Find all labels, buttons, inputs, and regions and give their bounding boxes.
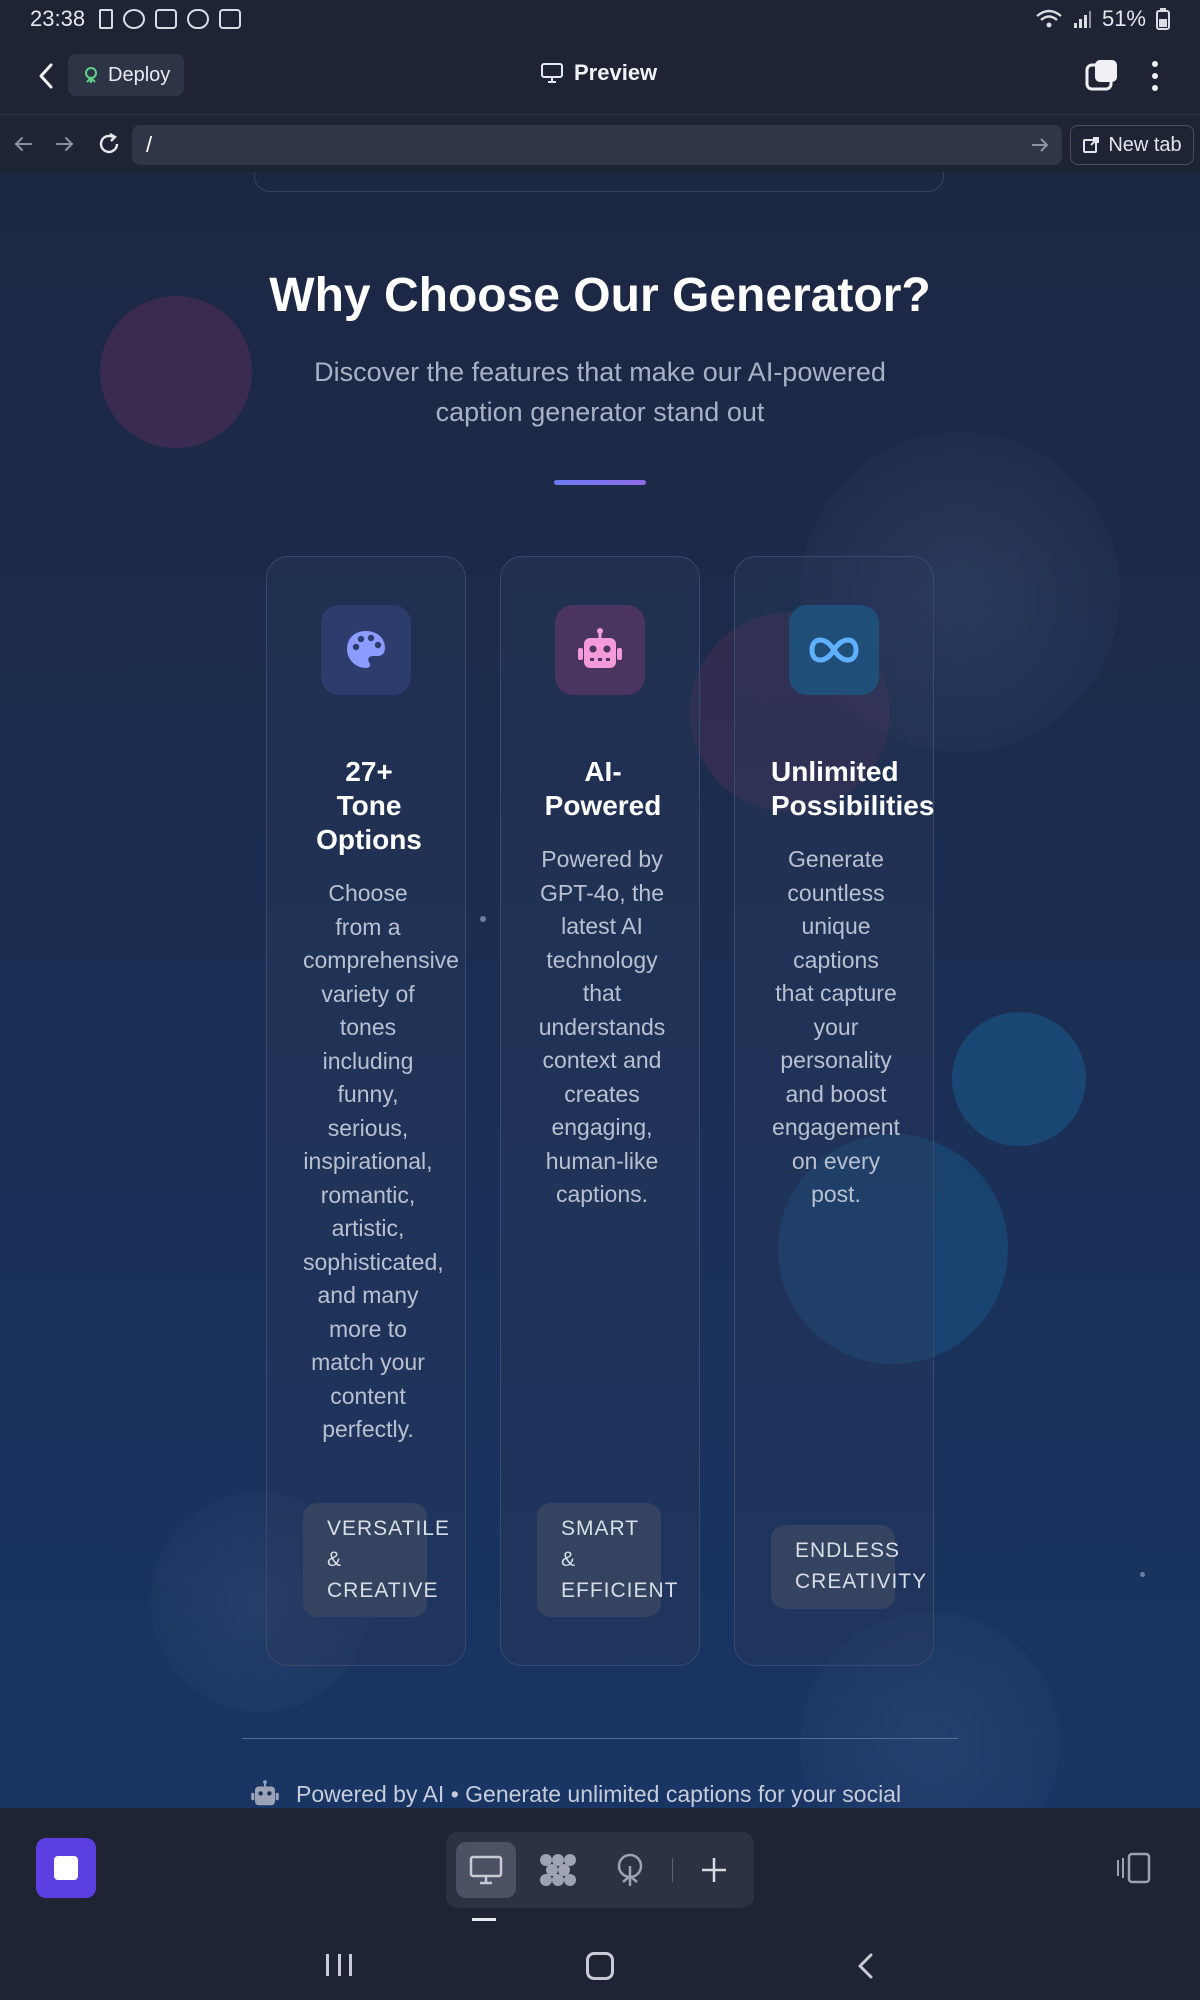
active-tab-indicator bbox=[472, 1918, 496, 1921]
preview-view-button[interactable] bbox=[456, 1842, 516, 1898]
external-link-icon bbox=[1083, 137, 1100, 153]
footer: Powered by AI • Generate unlimited capti… bbox=[250, 1780, 1200, 1808]
section-subheading: Discover the features that make our AI-p… bbox=[314, 357, 886, 427]
deploy-label: Deploy bbox=[108, 63, 171, 86]
feature-title: Unlimited Possibilities bbox=[771, 756, 935, 821]
page-viewport[interactable]: Why Choose Our Generator? Discover the f… bbox=[0, 172, 1200, 1808]
view-switcher bbox=[446, 1832, 754, 1908]
stop-icon bbox=[54, 1856, 78, 1880]
footer-divider bbox=[242, 1738, 958, 1739]
go-arrow-icon[interactable] bbox=[1028, 133, 1052, 157]
cloud-icon bbox=[187, 9, 210, 29]
decorative-dot bbox=[480, 916, 486, 922]
section-heading: Why Choose Our Generator? bbox=[269, 269, 931, 322]
decorative-blob bbox=[100, 296, 252, 448]
feature-card-unlimited: Unlimited Possibilities Generate countle… bbox=[734, 556, 934, 1666]
new-tab-label: New tab bbox=[1108, 133, 1182, 156]
plus-icon bbox=[702, 1858, 726, 1882]
notification-icon bbox=[99, 9, 114, 29]
decorative-dot bbox=[1140, 1572, 1145, 1577]
app-bar: Deploy Preview bbox=[0, 38, 1200, 114]
battery-icon bbox=[1156, 8, 1170, 30]
infinity-icon bbox=[809, 637, 859, 663]
nav-back-button[interactable] bbox=[8, 129, 38, 159]
feature-title: 27+ Tone Options bbox=[316, 756, 422, 855]
image-icon bbox=[155, 9, 178, 29]
feature-card-ai-powered: AI- Powered Powered by GPT-4o, the lates… bbox=[500, 556, 700, 1666]
arrow-right-icon bbox=[56, 137, 74, 151]
footer-text: Powered by AI • Generate unlimited capti… bbox=[296, 1780, 902, 1807]
status-time: 23:38 bbox=[30, 6, 86, 31]
toolbar-separator bbox=[672, 1858, 673, 1882]
tabs-button[interactable] bbox=[1084, 58, 1120, 94]
new-tab-button[interactable]: New tab bbox=[1070, 125, 1194, 165]
wifi-icon bbox=[1036, 9, 1062, 28]
preview-title: Preview bbox=[540, 60, 657, 86]
notification-icons bbox=[99, 9, 242, 29]
arrow-left-icon bbox=[14, 137, 32, 151]
robot-icon bbox=[251, 1780, 279, 1806]
feature-icon-box bbox=[789, 605, 879, 695]
workflow-view-button[interactable] bbox=[528, 1842, 588, 1898]
palette-icon bbox=[347, 631, 385, 668]
back-button[interactable] bbox=[26, 56, 66, 96]
system-navigation-bar bbox=[0, 1934, 1200, 2000]
status-bar: 23:38 51% bbox=[0, 0, 1200, 38]
url-input[interactable]: / bbox=[132, 125, 1062, 165]
bottom-toolbar bbox=[0, 1808, 1200, 1934]
calendar-icon bbox=[219, 9, 242, 29]
recents-button[interactable] bbox=[326, 1954, 352, 1976]
robot-icon bbox=[578, 628, 622, 668]
reload-icon bbox=[99, 132, 119, 154]
browser-url-row: / New tab bbox=[0, 114, 1200, 172]
feature-tag: VERSATILE & CREATIVE bbox=[303, 1503, 449, 1617]
feature-description: Powered by GPT-4o, the latest AI technol… bbox=[538, 846, 666, 1207]
rocket-icon bbox=[617, 1853, 643, 1886]
add-button[interactable] bbox=[684, 1842, 744, 1898]
feature-icon-box bbox=[321, 605, 411, 695]
feature-tag: SMART & EFFICIENT bbox=[537, 1503, 678, 1617]
nav-forward-button[interactable] bbox=[50, 129, 80, 159]
stop-button[interactable] bbox=[36, 1838, 96, 1898]
decorative-blob bbox=[778, 1134, 1008, 1364]
feature-card-tone-options: 27+ Tone Options Choose from a comprehen… bbox=[266, 556, 466, 1666]
monitor-icon bbox=[541, 63, 563, 83]
deploy-view-button[interactable] bbox=[600, 1842, 660, 1898]
nodes-icon bbox=[540, 1854, 576, 1886]
more-options-button[interactable] bbox=[1140, 58, 1170, 94]
preview-title-text: Preview bbox=[574, 60, 658, 85]
feature-tag: ENDLESS CREATIVITY bbox=[771, 1525, 926, 1609]
rocket-icon bbox=[85, 67, 97, 83]
feature-description: Choose from a comprehensive variety of t… bbox=[303, 880, 459, 1442]
reload-button[interactable] bbox=[94, 129, 124, 159]
url-text: / bbox=[146, 132, 153, 157]
signal-icon bbox=[1073, 11, 1091, 28]
monitor-icon bbox=[469, 1855, 503, 1885]
system-back-button[interactable] bbox=[852, 1952, 880, 1980]
battery-percent: 51% bbox=[1101, 6, 1146, 31]
feature-title: AI- Powered bbox=[544, 756, 662, 821]
layout-toggle-icon[interactable] bbox=[1114, 1848, 1154, 1888]
decorative-blob bbox=[952, 1012, 1086, 1146]
previous-section-card-edge bbox=[254, 172, 944, 192]
feature-description: Generate countless unique captions that … bbox=[772, 846, 900, 1207]
info-icon bbox=[123, 9, 146, 29]
feature-icon-box bbox=[555, 605, 645, 695]
chevron-left-icon bbox=[39, 63, 53, 89]
deploy-button[interactable]: Deploy bbox=[68, 54, 185, 96]
accent-divider bbox=[554, 480, 646, 485]
decorative-blob bbox=[800, 432, 1120, 752]
home-button[interactable] bbox=[586, 1952, 614, 1980]
